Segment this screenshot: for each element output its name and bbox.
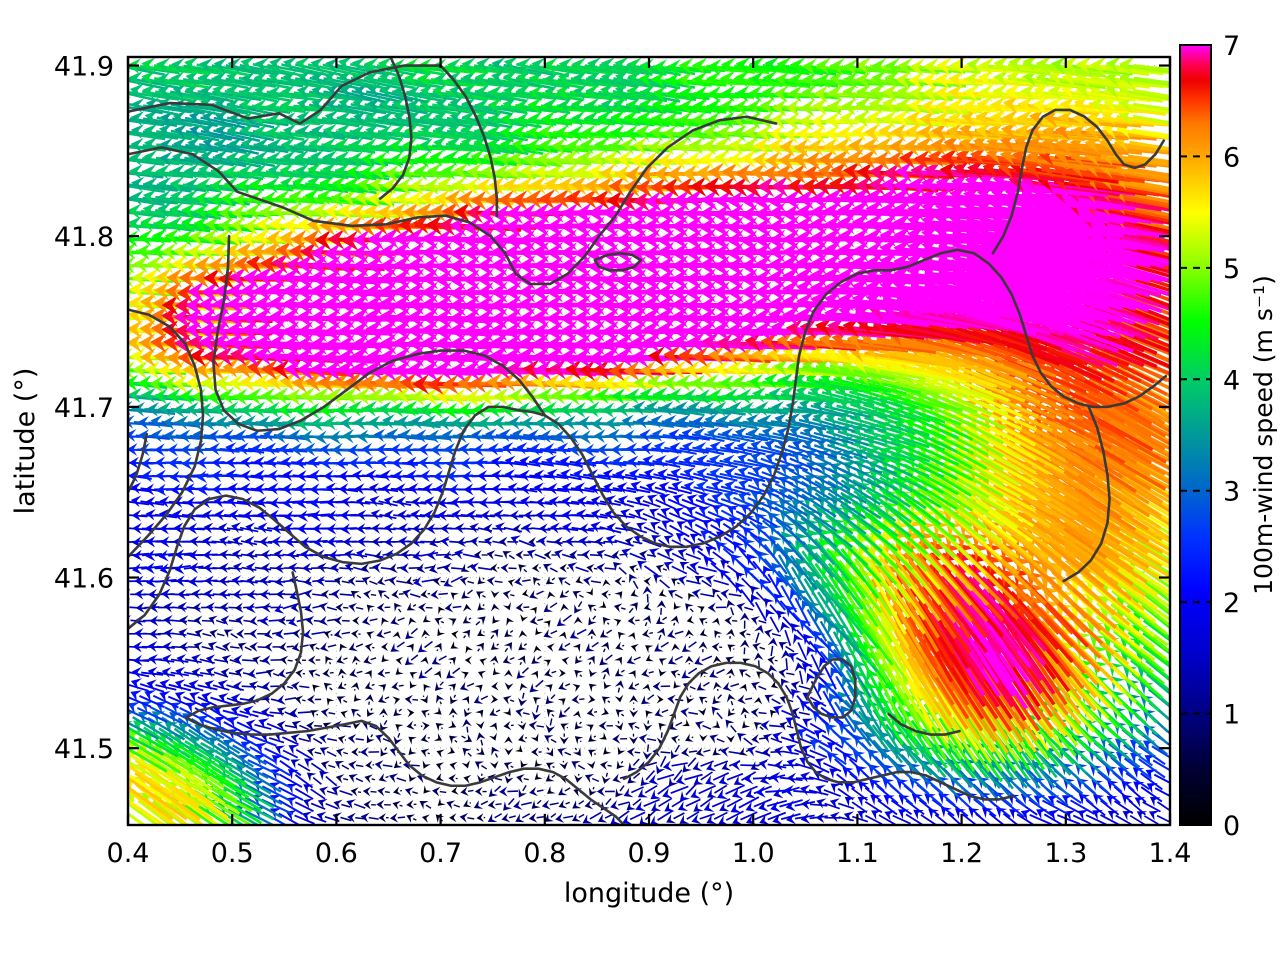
arrow-shaft (172, 647, 188, 648)
arrow-shaft (428, 738, 430, 739)
arrow-shaft (468, 708, 469, 710)
arrow-shaft (745, 715, 746, 718)
arrow-shaft (441, 728, 442, 729)
arrow-shaft (647, 594, 648, 602)
arrow-shaft (648, 721, 649, 724)
arrow-shaft (622, 645, 624, 646)
arrow-shaft (428, 753, 430, 754)
arrow-shaft (202, 621, 212, 622)
arrow-shaft (719, 636, 720, 637)
arrow-shaft (537, 817, 544, 818)
arrow-shaft (400, 762, 402, 763)
arrow-shaft (288, 660, 293, 661)
arrow-shaft (439, 593, 448, 594)
arrow-shaft (759, 738, 766, 739)
arrow-shaft (437, 649, 438, 651)
arrow-shaft (786, 658, 787, 670)
arrow-shaft (298, 712, 311, 713)
arrow-shaft (302, 700, 305, 701)
arrow-shaft (730, 636, 731, 639)
arrow-shaft (635, 752, 641, 753)
arrow-shaft (450, 689, 451, 690)
arrow-shaft (451, 568, 463, 569)
arrow-shaft (481, 774, 482, 776)
arrow-shaft (509, 773, 510, 776)
arrow-shaft (339, 568, 353, 569)
arrow-shaft (660, 752, 670, 753)
arrow-shaft (398, 817, 405, 818)
arrow-shaft (400, 805, 403, 806)
arrow-shaft (467, 818, 474, 819)
arrow-shaft (317, 714, 318, 715)
arrow-shaft (399, 685, 404, 686)
arrow-shaft (412, 700, 418, 701)
arrow-shaft (344, 684, 346, 685)
arrow-shaft (618, 721, 619, 723)
arrow-shaft (428, 714, 429, 715)
arrow-shaft (580, 741, 581, 742)
arrow-shaft (483, 578, 484, 579)
arrow-shaft (496, 804, 502, 805)
arrow-shaft (470, 803, 471, 804)
arrow-shaft (674, 623, 675, 626)
arrow-shaft (468, 790, 473, 791)
arrow-shaft (594, 568, 598, 569)
arrow-shaft (553, 766, 555, 767)
arrow-shaft (733, 649, 734, 650)
arrow-shaft (661, 732, 662, 737)
arrow-shaft (385, 672, 390, 673)
arrow-shaft (594, 712, 597, 713)
arrow-shaft (450, 662, 451, 663)
arrow-shaft (287, 646, 294, 647)
arrow-shaft (510, 595, 514, 596)
arrow-shaft (678, 674, 680, 675)
arrow-shaft (371, 595, 376, 596)
arrow-shaft (440, 792, 446, 793)
arrow-shaft (525, 738, 527, 739)
arrow-shaft (594, 754, 595, 755)
arrow-shaft (423, 696, 424, 697)
arrow-shaft (608, 765, 612, 766)
arrow-shaft (242, 660, 256, 661)
arrow-shaft (740, 765, 758, 766)
arrow-shaft (649, 633, 652, 634)
arrow-shaft (759, 713, 767, 714)
arrow-shaft (356, 739, 364, 740)
arrow-shaft (692, 737, 693, 738)
arrow-shaft (411, 765, 420, 766)
arrow-shaft (372, 779, 375, 780)
arrow-shaft (567, 727, 568, 728)
arrow-shaft (648, 744, 649, 751)
arrow-shaft (385, 792, 390, 793)
arrow-shaft (331, 635, 333, 636)
arrow-shaft (636, 569, 638, 570)
arrow-shaft (228, 568, 242, 569)
arrow-shaft (340, 594, 353, 595)
arrow-shaft (759, 660, 760, 667)
arrow-shaft (358, 792, 361, 793)
arrow-shaft (483, 605, 484, 606)
arrow-shaft (484, 632, 485, 633)
arrow-shaft (369, 702, 370, 705)
arrow-shaft (467, 727, 468, 733)
arrow-shaft (372, 610, 373, 611)
arrow-shaft (706, 622, 707, 623)
arrow-shaft (747, 634, 751, 635)
